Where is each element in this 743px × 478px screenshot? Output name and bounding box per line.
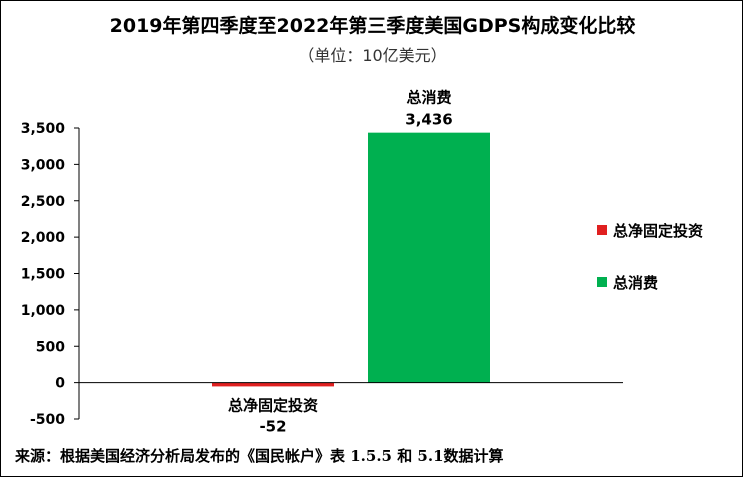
y-tick-label: 3,500: [21, 121, 66, 137]
bar-0: [212, 382, 334, 387]
legend-label-consumption: 总消费: [613, 273, 659, 292]
y-tick-label: 500: [36, 339, 65, 355]
y-tick-label: 2,000: [21, 230, 66, 246]
y-tick-label: 1,000: [21, 303, 66, 319]
y-tick-label: 2,500: [21, 194, 66, 210]
y-tick-label: 0: [55, 376, 65, 392]
legend: 总净固定投资 总消费: [597, 204, 703, 308]
y-tick-label: -500: [30, 412, 65, 428]
legend-item-consumption: 总消费: [597, 256, 703, 308]
legend-swatch-investment: [597, 225, 607, 235]
bar-value-label: -52: [259, 417, 286, 435]
bar-1: [368, 132, 490, 383]
legend-item-investment: 总净固定投资: [597, 204, 703, 256]
source-note: 来源：根据美国经济分析局发布的《国民帐户》表 1.5.5 和 5.1数据计算: [15, 447, 504, 465]
y-tick-label: 1,500: [21, 267, 66, 283]
bar-category-label: 总消费: [406, 89, 451, 107]
chart-subtitle: （单位：10亿美元）: [298, 46, 447, 65]
bar-category-label: 总净固定投资: [228, 396, 318, 414]
y-tick-label: 3,000: [21, 157, 66, 173]
legend-swatch-consumption: [597, 277, 607, 287]
chart-title: 2019年第四季度至2022年第三季度美国GDPS构成变化比较: [109, 15, 636, 37]
bar-value-label: 3,436: [405, 111, 452, 129]
legend-label-investment: 总净固定投资: [613, 221, 704, 240]
